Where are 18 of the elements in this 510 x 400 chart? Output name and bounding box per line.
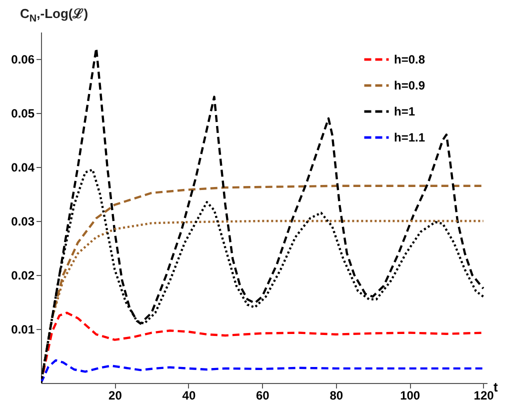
y-tick-label: 0.01 bbox=[11, 322, 35, 336]
x-axis-title: t bbox=[494, 380, 498, 394]
x-tick-label: 100 bbox=[400, 388, 420, 400]
legend-label: h=0.8 bbox=[394, 52, 426, 66]
legend-label: h=0.9 bbox=[394, 78, 426, 92]
x-tick-label: 120 bbox=[474, 388, 494, 400]
x-tick-label: 20 bbox=[108, 388, 122, 400]
x-tick-label: 60 bbox=[256, 388, 270, 400]
x-tick-label: 40 bbox=[182, 388, 196, 400]
x-tick-label: 80 bbox=[330, 388, 344, 400]
legend-label: h=1.1 bbox=[394, 130, 426, 144]
y-tick-label: 0.06 bbox=[11, 52, 35, 66]
y-tick-label: 0.03 bbox=[11, 214, 35, 228]
y-tick-label: 0.02 bbox=[11, 268, 35, 282]
y-tick-label: 0.05 bbox=[11, 106, 35, 120]
y-axis-title: C$_{N}$,-Log(ℒ) bbox=[20, 5, 88, 25]
legend-label: h=1 bbox=[394, 104, 416, 118]
y-tick-label: 0.04 bbox=[11, 160, 35, 174]
